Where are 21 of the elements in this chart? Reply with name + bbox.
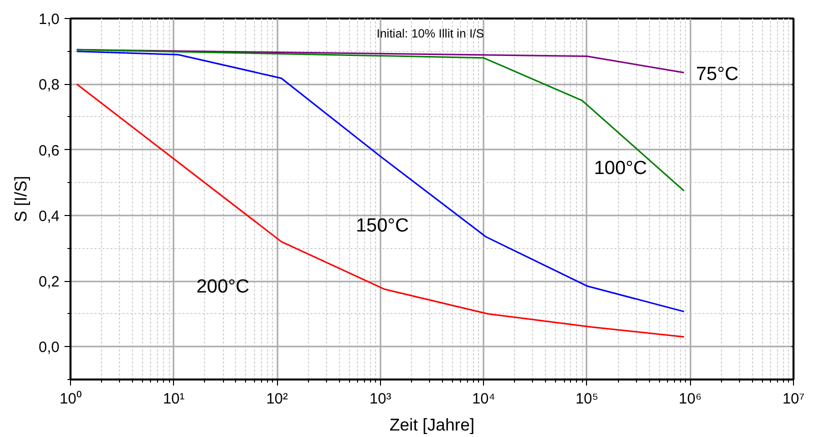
y-tick-label: 0,8 <box>38 76 60 94</box>
y-tick-label: 1,0 <box>38 11 60 28</box>
y-tick-label: 0,4 <box>38 208 60 225</box>
series-label: 75°C <box>696 64 738 86</box>
x-tick-label: 10⁰ <box>60 390 82 408</box>
x-tick-label: 10⁷ <box>782 390 805 408</box>
x-tick-label: 10¹ <box>162 390 185 408</box>
x-tick-label: 10⁵ <box>575 390 598 408</box>
y-tick-label: 0,6 <box>38 142 60 160</box>
series-label: 150°C <box>356 216 409 237</box>
y-tick-label: 0,2 <box>38 274 60 291</box>
x-axis-title: Zeit [Jahre] <box>389 416 475 434</box>
x-tick-label: 10⁴ <box>472 390 496 408</box>
series-label: 100°C <box>594 158 647 179</box>
y-tick-label: 0,0 <box>38 339 60 356</box>
x-tick-label: 10⁶ <box>678 390 702 408</box>
y-axis-title: S [I/S] <box>12 176 31 222</box>
x-tick-label: 10³ <box>370 390 392 408</box>
annotation: Initial: 10% Illit in I/S <box>376 26 484 40</box>
x-tick-label: 10² <box>266 390 288 408</box>
text: 200°C <box>196 276 250 298</box>
